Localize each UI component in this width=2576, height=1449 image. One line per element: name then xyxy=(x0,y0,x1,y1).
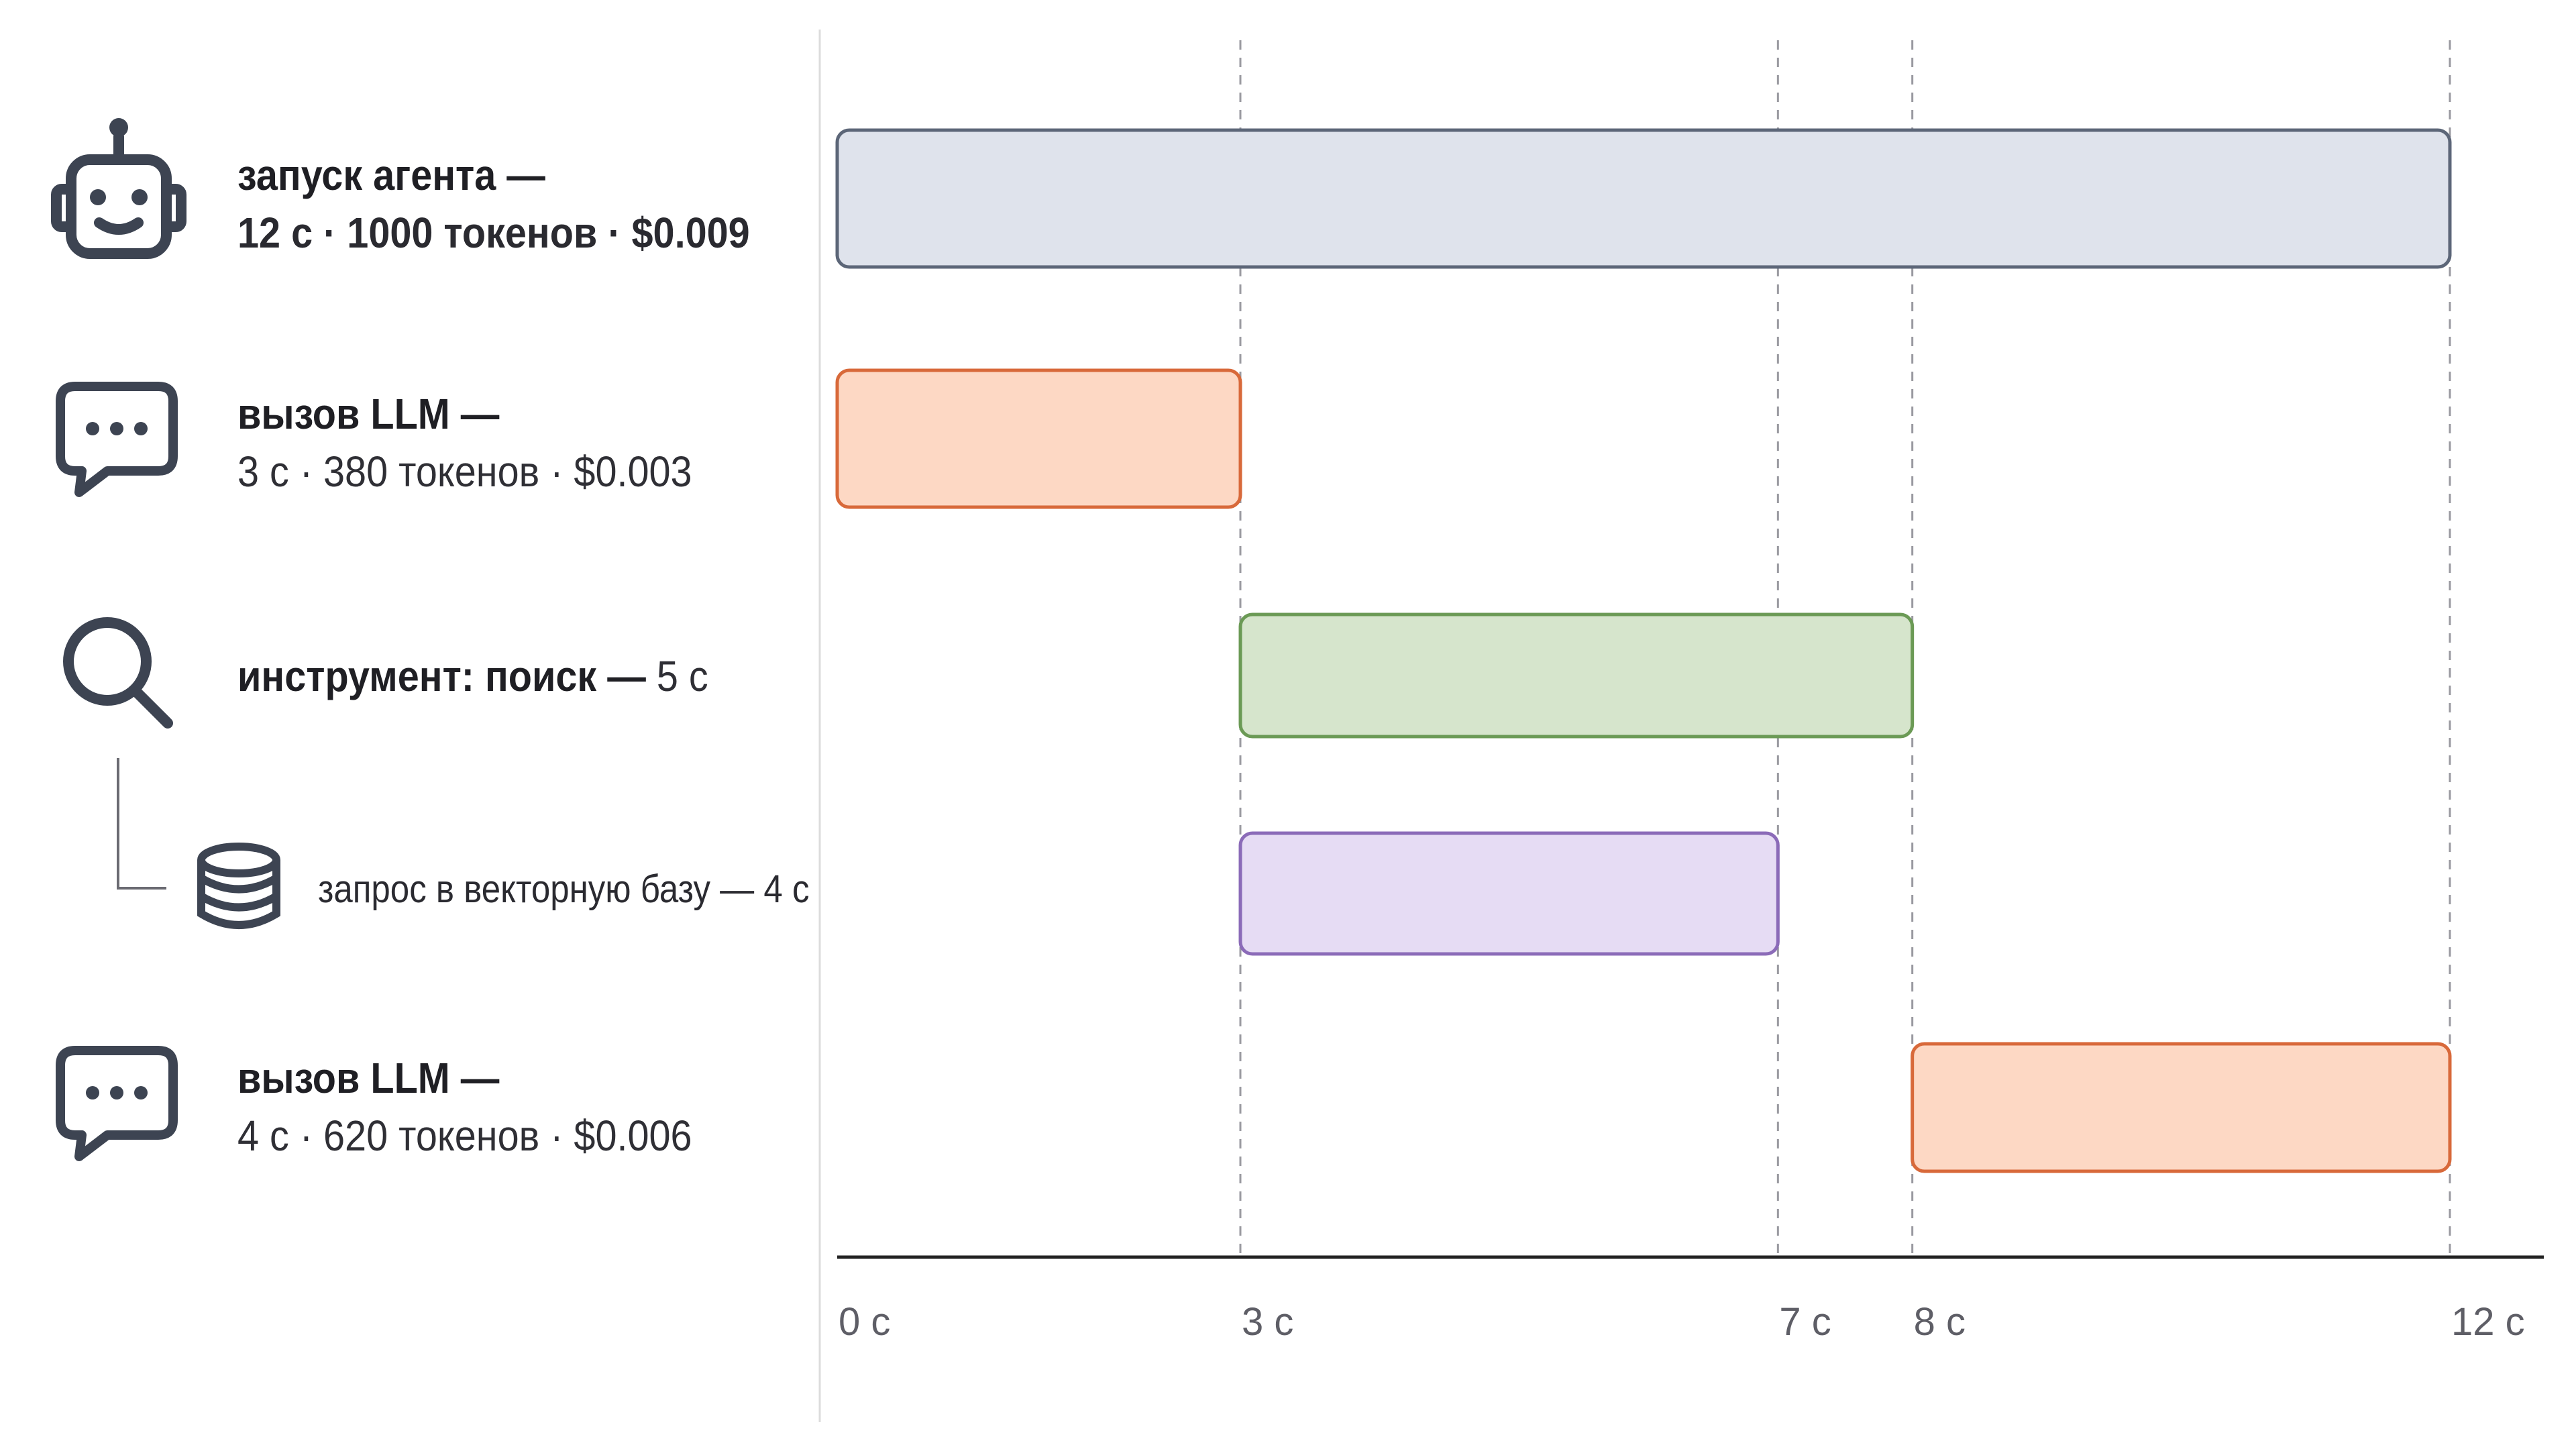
bar-agent-run xyxy=(837,130,2450,267)
tick-label-0: 0 с xyxy=(839,1300,890,1344)
label-vector-db-query: запрос в векторную базу — 4 с xyxy=(318,863,809,916)
label-tool-search: инструмент: поиск — 5 с xyxy=(237,647,708,705)
bar-vector-db-query xyxy=(1240,833,1778,954)
tick-label-12: 12 с xyxy=(2451,1300,2525,1344)
tick-label-7: 7 с xyxy=(1779,1300,1831,1344)
database-icon xyxy=(201,847,276,925)
bar-tool-search xyxy=(1240,614,1913,737)
label-llm-call-1-title: вызов LLM — xyxy=(237,385,692,443)
bar-llm-call-1 xyxy=(837,370,1240,507)
robot-icon xyxy=(56,118,181,254)
label-agent-run-detail: 12 с · 1000 токенов · $0.009 xyxy=(237,204,750,262)
label-llm-call-1-detail: 3 с · 380 токенов · $0.003 xyxy=(237,443,692,500)
x-axis-ticks: 0 с 3 с 7 с 8 с 12 с xyxy=(839,1300,2525,1344)
label-llm-call-1: вызов LLM — 3 с · 380 токенов · $0.003 xyxy=(237,385,692,500)
label-agent-run: запуск агента — 12 с · 1000 токенов · $0… xyxy=(237,146,750,262)
label-llm-call-2-title: вызов LLM — xyxy=(237,1049,692,1107)
label-agent-run-title: запуск агента — xyxy=(237,146,750,204)
search-icon xyxy=(68,623,168,723)
label-llm-call-2-detail: 4 с · 620 токенов · $0.006 xyxy=(237,1107,692,1165)
tick-label-3: 3 с xyxy=(1242,1300,1293,1344)
chat-bubble-icon xyxy=(60,1051,173,1157)
label-tool-search-title: инструмент: поиск — xyxy=(237,652,646,700)
label-llm-call-2: вызов LLM — 4 с · 620 токенов · $0.006 xyxy=(237,1049,692,1165)
chat-bubble-icon xyxy=(60,386,173,492)
tick-label-8: 8 с xyxy=(1914,1300,1966,1344)
span-bars xyxy=(837,130,2450,1171)
child-connector xyxy=(118,758,166,888)
bar-llm-call-2 xyxy=(1913,1044,2450,1171)
label-tool-search-detail: 5 с xyxy=(657,652,708,700)
